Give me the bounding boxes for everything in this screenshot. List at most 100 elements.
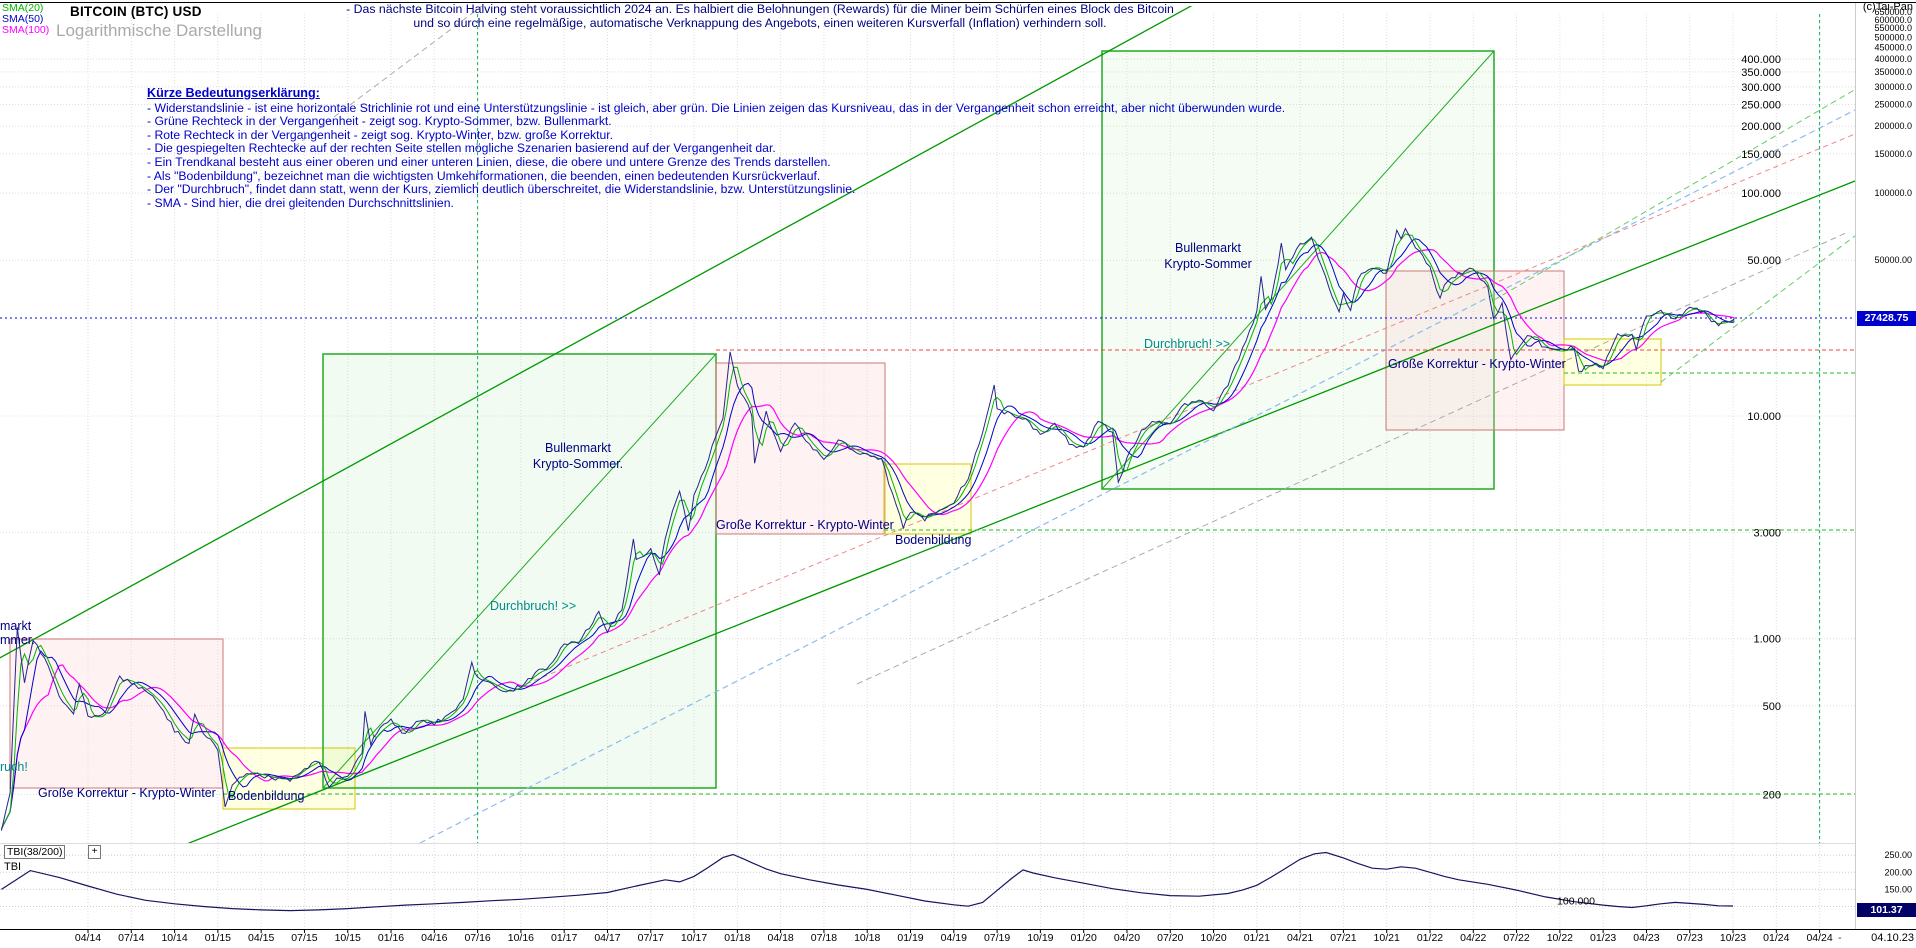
tbi-expand-button[interactable]: +	[88, 845, 101, 859]
date-label: 04/19	[941, 932, 967, 944]
annotation-label: Große Korrektur - Krypto-Winter	[38, 786, 216, 800]
date-label: 04/15	[248, 932, 274, 944]
date-label: 04/14	[75, 932, 101, 944]
annotation-label: Krypto-Sommer	[1164, 257, 1252, 271]
price-axis-label: 50000.00	[1874, 255, 1912, 265]
annotation-label: mmer.	[0, 633, 35, 647]
price-axis-label: 350000.0	[1874, 67, 1912, 77]
price-gridline-label: 200.000	[1741, 121, 1781, 133]
trend-dashed-red	[525, 133, 1856, 685]
explanation-item: - Ein Trendkanal besteht aus einer obere…	[147, 154, 831, 169]
annotation-label: ruch!	[0, 760, 28, 774]
date-label: 04/24	[1806, 932, 1832, 944]
tbi-indicator-label[interactable]: TBI(38/200)	[4, 845, 66, 859]
date-label: 01/21	[1244, 932, 1270, 944]
price-axis-label: 500000.0	[1874, 32, 1912, 42]
date-label: 01/15	[205, 932, 231, 944]
date-label: 01/19	[897, 932, 923, 944]
price-gridline-label: 150.000	[1741, 149, 1781, 161]
price-gridline-label: 400.000	[1741, 54, 1781, 66]
date-label: 10/23	[1720, 932, 1746, 944]
date-label: 07/19	[984, 932, 1010, 944]
annotation-label: Bodenbildung	[895, 533, 972, 547]
price-gridline-label: 500	[1763, 701, 1781, 713]
date-label: 01/17	[551, 932, 577, 944]
date-label: 07/23	[1677, 932, 1703, 944]
axis-separator: -	[1838, 932, 1842, 944]
tbi-axis-label: 150.00	[1884, 884, 1912, 894]
price-line	[0, 227, 1735, 831]
annotation-label: Durchbruch! >>	[490, 599, 576, 613]
sma-legend-item: SMA(20)	[2, 2, 44, 14]
date-label: 07/22	[1503, 932, 1529, 944]
date-label: 04/21	[1287, 932, 1313, 944]
explanation-title: Kürze Bedeutungserklärung:	[147, 86, 320, 100]
date-label: 07/21	[1330, 932, 1356, 944]
tbi-short-label: TBI	[4, 861, 22, 873]
tbi-gridline-label: 100.000	[1557, 896, 1595, 908]
trend-dashed-gray-2	[856, 231, 1849, 685]
main-plot-area	[0, 6, 1856, 844]
korrektur-rect-2014	[9, 638, 224, 789]
price-axis-label: 650000.0	[1874, 7, 1912, 17]
last-price-badge: 27428.75	[1857, 311, 1916, 326]
explanation-item: - Rote Rechteck in der Vergangenheit - z…	[147, 127, 614, 142]
price-gridline-label: 10.000	[1747, 411, 1781, 423]
date-label: 01/16	[378, 932, 404, 944]
halving-note: - Das nächste Bitcoin Halving steht vora…	[340, 2, 1180, 30]
price-axis-label: 300000.0	[1874, 82, 1912, 92]
szenario-dashed-green-2	[1660, 234, 1856, 383]
tbi-value-badge: 101.37	[1857, 903, 1916, 917]
explanation-lines: - Widerstandslinie - ist eine horizontal…	[147, 100, 1286, 211]
price-gridline-label: 300.000	[1741, 82, 1781, 94]
annotation-label: Bullenmarkt	[545, 441, 612, 455]
price-axis-label: 100000.0	[1874, 188, 1912, 198]
date-label: 01/20	[1071, 932, 1097, 944]
price-axis-label: 450000.0	[1874, 43, 1912, 53]
trend-diagonal-bull-2020	[1101, 50, 1495, 490]
tbi-line	[1, 851, 1734, 912]
annotation-label: Krypto-Sommer.	[533, 457, 623, 471]
price-gridline-label: 250.000	[1741, 99, 1781, 111]
tbi-panel	[1, 851, 1734, 912]
explanation-item: - Grüne Rechteck in der Vergangenheit - …	[147, 114, 612, 129]
date-label: 10/20	[1200, 932, 1226, 944]
trend-support-long	[184, 180, 1856, 844]
scale-watermark: Logarithmische Darstellung	[56, 21, 262, 40]
trend-dashed-lightblue	[419, 109, 1856, 844]
tbi-axis-label: 200.00	[1884, 867, 1912, 877]
date-label: 01/18	[724, 932, 750, 944]
explanation-item: - Der "Durchbruch", findet dann statt, w…	[147, 182, 856, 197]
date-label: 01/22	[1417, 932, 1443, 944]
explanation-item: - Als "Bodenbildung", bezeichnet man die…	[147, 168, 821, 183]
price-gridline-label: 50.000	[1747, 255, 1781, 267]
trend-dashed-gray-1	[293, 6, 483, 148]
date-label: 07/15	[291, 932, 317, 944]
date-label: 10/14	[161, 932, 187, 944]
price-axis-label: 200000.0	[1874, 121, 1912, 131]
szenario-dashed-green-1	[1493, 88, 1856, 301]
price-axis-label: 550000.0	[1874, 23, 1912, 33]
price-axis-label: 600000.0	[1874, 15, 1912, 25]
price-gridline-label: 1.000	[1753, 634, 1781, 646]
date-label: 10/17	[681, 932, 707, 944]
explanation-item: - SMA - Sind hier, die drei gleitenden D…	[147, 195, 454, 210]
trend-diagonal-bull-2016	[322, 353, 717, 789]
date-label: 07/17	[638, 932, 664, 944]
sma-legend-item: SMA(100)	[2, 24, 50, 36]
tbi-axis-label: 250.00	[1884, 850, 1912, 860]
date-label: 10/18	[854, 932, 880, 944]
date-label: 07/16	[464, 932, 490, 944]
price-gridline-label: 100.000	[1741, 188, 1781, 200]
explanation-item: - Widerstandslinie - ist eine horizontal…	[147, 100, 1286, 115]
price-gridline-label: 3.000	[1753, 527, 1781, 539]
date-label: 01/24	[1763, 932, 1789, 944]
date-label: 04/20	[1114, 932, 1140, 944]
price-axis-label: 150000.0	[1874, 149, 1912, 159]
chart-title: BITCOIN (BTC) USD	[70, 4, 202, 19]
date-label: 04/17	[594, 932, 620, 944]
sma-legend-item: SMA(50)	[2, 13, 44, 25]
